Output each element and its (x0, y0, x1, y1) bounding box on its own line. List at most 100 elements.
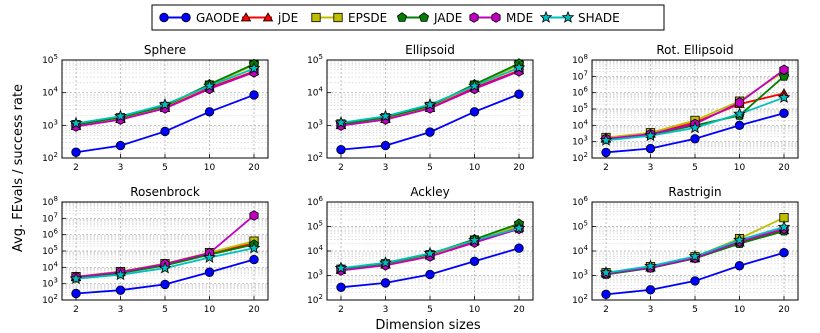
data-point-mde (734, 97, 745, 108)
y-tick-label: 108 (572, 53, 588, 66)
x-tick-label: 2 (603, 305, 609, 315)
y-tick-label: 105 (572, 220, 588, 233)
x-tick-label: 10 (469, 163, 481, 173)
data-point-gaode (380, 278, 391, 288)
data-point-mde (779, 64, 789, 76)
data-point-gaode (71, 147, 81, 157)
y-tick-label: 103 (572, 269, 588, 282)
data-point-gaode (380, 140, 391, 151)
data-point-shade (777, 90, 791, 104)
data-point-shade (114, 109, 127, 122)
data-point-shade (334, 261, 348, 274)
data-point-gaode (645, 285, 656, 295)
series-gaode (71, 254, 259, 299)
x-tick-label: 3 (648, 305, 654, 315)
y-tick-label: 104 (307, 86, 323, 99)
legend-item-gaode: GAODE (159, 11, 240, 25)
series-gaode (336, 89, 524, 155)
chart-rosenbrock: Rosenbrock 102 103 104 105 106 107 108 2 3 5 10 20 (42, 185, 269, 315)
data-point-shade (599, 133, 613, 146)
y-tick-label: 107 (572, 69, 588, 82)
y-tick-label: 104 (42, 260, 58, 273)
x-tick-label: 2 (338, 163, 344, 173)
legend-marker-start-mde (469, 12, 479, 23)
chart-title: Ackley (410, 185, 449, 199)
x-tick-label: 5 (692, 163, 698, 173)
data-point-shade (158, 97, 172, 111)
data-point-gaode (469, 107, 480, 117)
legend-item-mde: MDE (469, 11, 533, 25)
y-tick-label: 103 (42, 277, 58, 290)
data-point-shade (247, 241, 261, 254)
chart-ackley: Ackley 102 103 104 105 106 2 3 5 10 20 (307, 185, 534, 315)
y-tick-label: 103 (307, 118, 323, 131)
y-tick-label: 107 (42, 211, 58, 224)
legend-marker-start-epsde (311, 12, 321, 23)
data-point-shade (468, 233, 481, 246)
data-point-shade (423, 246, 437, 259)
x-tick-label: 5 (162, 163, 168, 173)
series-shade (599, 220, 791, 279)
series-shade (69, 241, 261, 285)
series-gaode (601, 108, 789, 158)
data-point-shade (644, 259, 657, 272)
y-tick-label: 102 (42, 151, 58, 164)
data-point-gaode (204, 107, 215, 117)
x-tick-label: 20 (513, 163, 525, 173)
x-tick-label: 2 (603, 163, 609, 173)
y-tick-label: 104 (42, 86, 58, 99)
data-point-gaode (645, 143, 656, 154)
x-tick-label: 20 (778, 305, 790, 315)
y-tick-label: 102 (307, 293, 323, 306)
y-tick-label: 102 (307, 151, 323, 164)
y-tick-label: 103 (307, 269, 323, 282)
y-tick-label: 106 (42, 228, 58, 241)
x-tick-label: 5 (692, 305, 698, 315)
y-tick-label: 106 (572, 195, 588, 208)
chart-title: Rosenbrock (130, 185, 200, 199)
data-point-shade (114, 268, 127, 281)
chart-title: Ellipsoid (405, 43, 455, 57)
y-tick-label: 104 (572, 118, 588, 131)
legend-item-jade: JADE (396, 11, 462, 25)
x-tick-label: 3 (383, 305, 389, 315)
x-tick-label: 20 (248, 305, 260, 315)
y-tick-label: 106 (572, 86, 588, 99)
legend-label-jade: JADE (433, 11, 462, 25)
data-point-gaode (690, 134, 700, 144)
chart-rastrigin: Rastrigin 102 103 104 105 106 2 3 5 10 20 (572, 185, 799, 315)
x-tick-label: 20 (248, 163, 260, 173)
data-point-gaode (115, 285, 126, 295)
chart-title: Rastrigin (668, 185, 721, 199)
data-point-gaode (469, 256, 480, 266)
series-epsde (336, 60, 524, 129)
y-tick-label: 104 (572, 244, 588, 257)
data-point-shade (733, 107, 746, 120)
y-tick-label: 105 (42, 244, 58, 257)
x-tick-label: 2 (73, 163, 79, 173)
y-tick-label: 103 (42, 118, 58, 131)
data-point-gaode (336, 282, 346, 292)
legend-item-epsde: EPSDE (311, 11, 387, 25)
data-point-shade (688, 249, 702, 262)
y-tick-label: 102 (42, 293, 58, 306)
y-tick-label: 105 (307, 220, 323, 233)
data-point-gaode (734, 120, 745, 131)
data-point-shade (158, 261, 172, 274)
data-point-shade (69, 116, 83, 129)
y-tick-label: 105 (42, 53, 58, 66)
data-point-shade (599, 265, 613, 279)
legend-label-mde: MDE (506, 11, 533, 25)
x-tick-label: 20 (513, 305, 525, 315)
data-point-shade (423, 97, 437, 111)
legend-label-gaode: GAODE (196, 11, 240, 25)
y-tick-label: 103 (572, 135, 588, 148)
data-point-shade (644, 129, 657, 142)
data-point-gaode (514, 89, 524, 99)
series-gaode (601, 248, 789, 300)
y-tick-label: 102 (572, 151, 588, 164)
data-point-shade (203, 250, 216, 263)
data-point-gaode (204, 267, 215, 277)
